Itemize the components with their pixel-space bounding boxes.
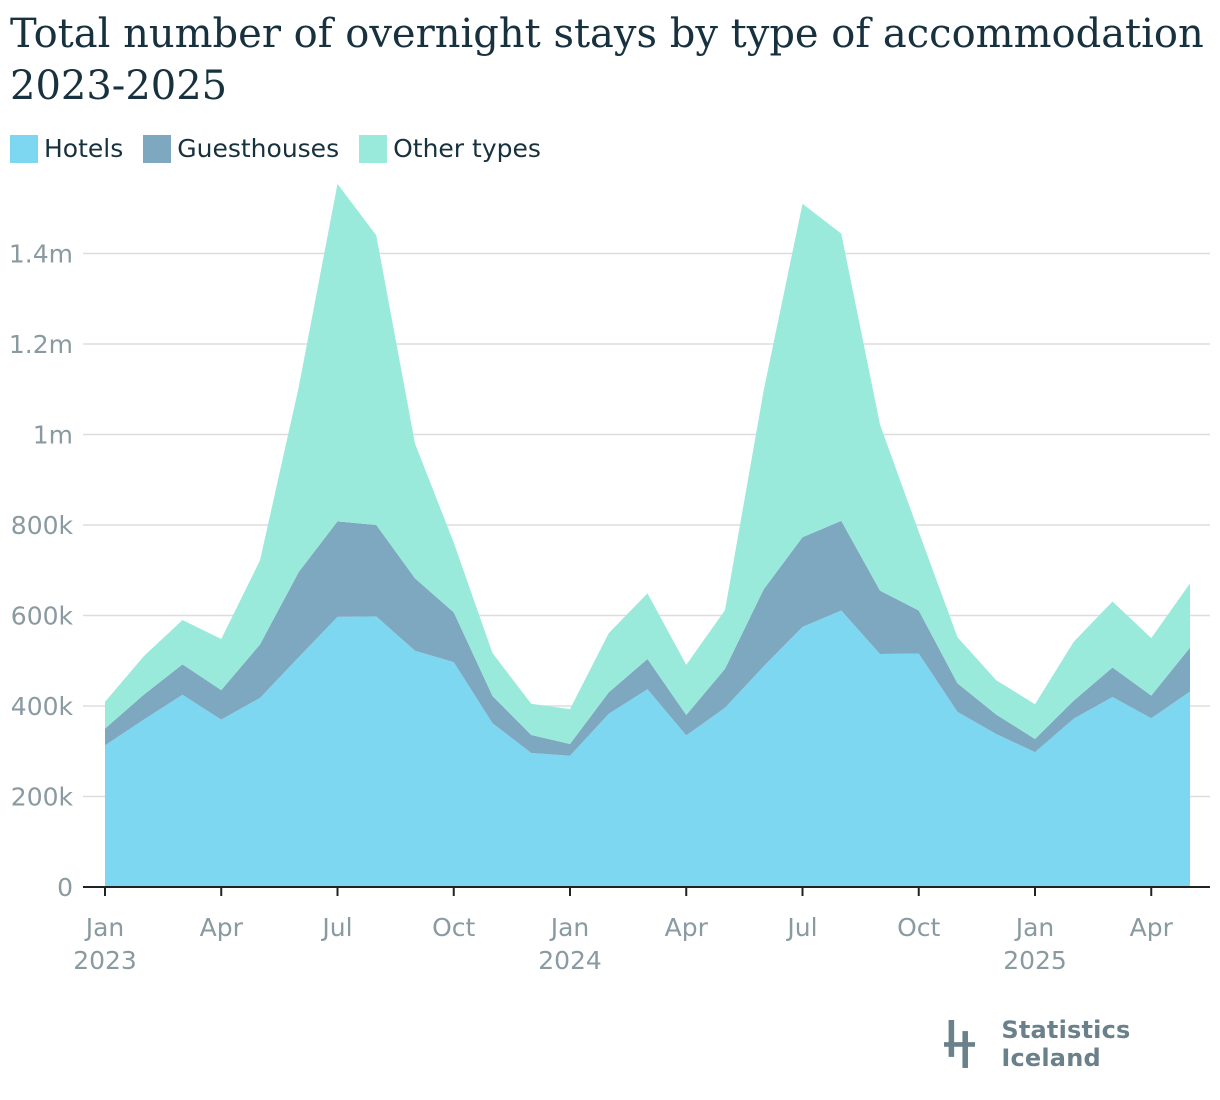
x-tick-label: Jul	[785, 913, 817, 942]
x-tick-label: Jan	[1014, 913, 1055, 942]
area-series-other-types[interactable]	[105, 183, 1190, 745]
statistics-iceland-logo-icon	[944, 1020, 976, 1068]
legend-swatch-hotels	[10, 134, 38, 163]
legend-swatch-guesthouses	[143, 134, 172, 163]
legend-item-hotels[interactable]: Hotels	[10, 134, 123, 163]
y-tick-label: 200k	[11, 783, 74, 812]
y-tick-label: 0	[57, 873, 73, 902]
y-tick-label: 800k	[11, 511, 74, 540]
chart-title: Total number of overnight stays by type …	[10, 11, 1204, 109]
x-tick-label: Oct	[897, 913, 940, 942]
y-tick-label: 400k	[11, 692, 74, 721]
y-tick-label: 1.4m	[9, 240, 73, 269]
x-tick-label: Jan	[549, 913, 590, 942]
x-year-label: 2024	[538, 946, 602, 975]
legend-label-guesthouses: Guesthouses	[177, 134, 340, 163]
y-tick-label: 1.2m	[9, 330, 73, 359]
y-tick-label: 1m	[33, 421, 73, 450]
x-tick-label: Apr	[1130, 913, 1174, 942]
legend-swatch-other-types	[359, 134, 388, 163]
area-series-guesthouses[interactable]	[105, 520, 1190, 756]
area-series-hotels[interactable]	[105, 610, 1190, 887]
brand-name: Statistics Iceland	[1001, 1016, 1131, 1072]
legend-label-hotels: Hotels	[44, 134, 124, 163]
x-tick-label: Jan	[84, 913, 125, 942]
legend-item-other-types[interactable]: Other types	[359, 134, 541, 163]
x-tick-label: Jul	[320, 913, 352, 942]
x-year-label: 2025	[1003, 946, 1067, 975]
brand: Statistics Iceland	[944, 1016, 1220, 1072]
legend-item-guesthouses[interactable]: Guesthouses	[143, 134, 339, 163]
legend: Hotels Guesthouses Other types	[10, 134, 561, 163]
x-tick-label: Oct	[432, 913, 475, 942]
x-tick-label: Apr	[200, 913, 244, 942]
x-year-label: 2023	[73, 946, 137, 975]
x-tick-label: Apr	[665, 913, 709, 942]
area-chart: 0 200k 400k 600k 800k 1m 1.2m 1.4m Jan 2023 Apr Jul…	[9, 183, 1210, 975]
legend-label-other-types: Other types	[393, 134, 541, 163]
y-tick-label: 600k	[11, 602, 74, 631]
